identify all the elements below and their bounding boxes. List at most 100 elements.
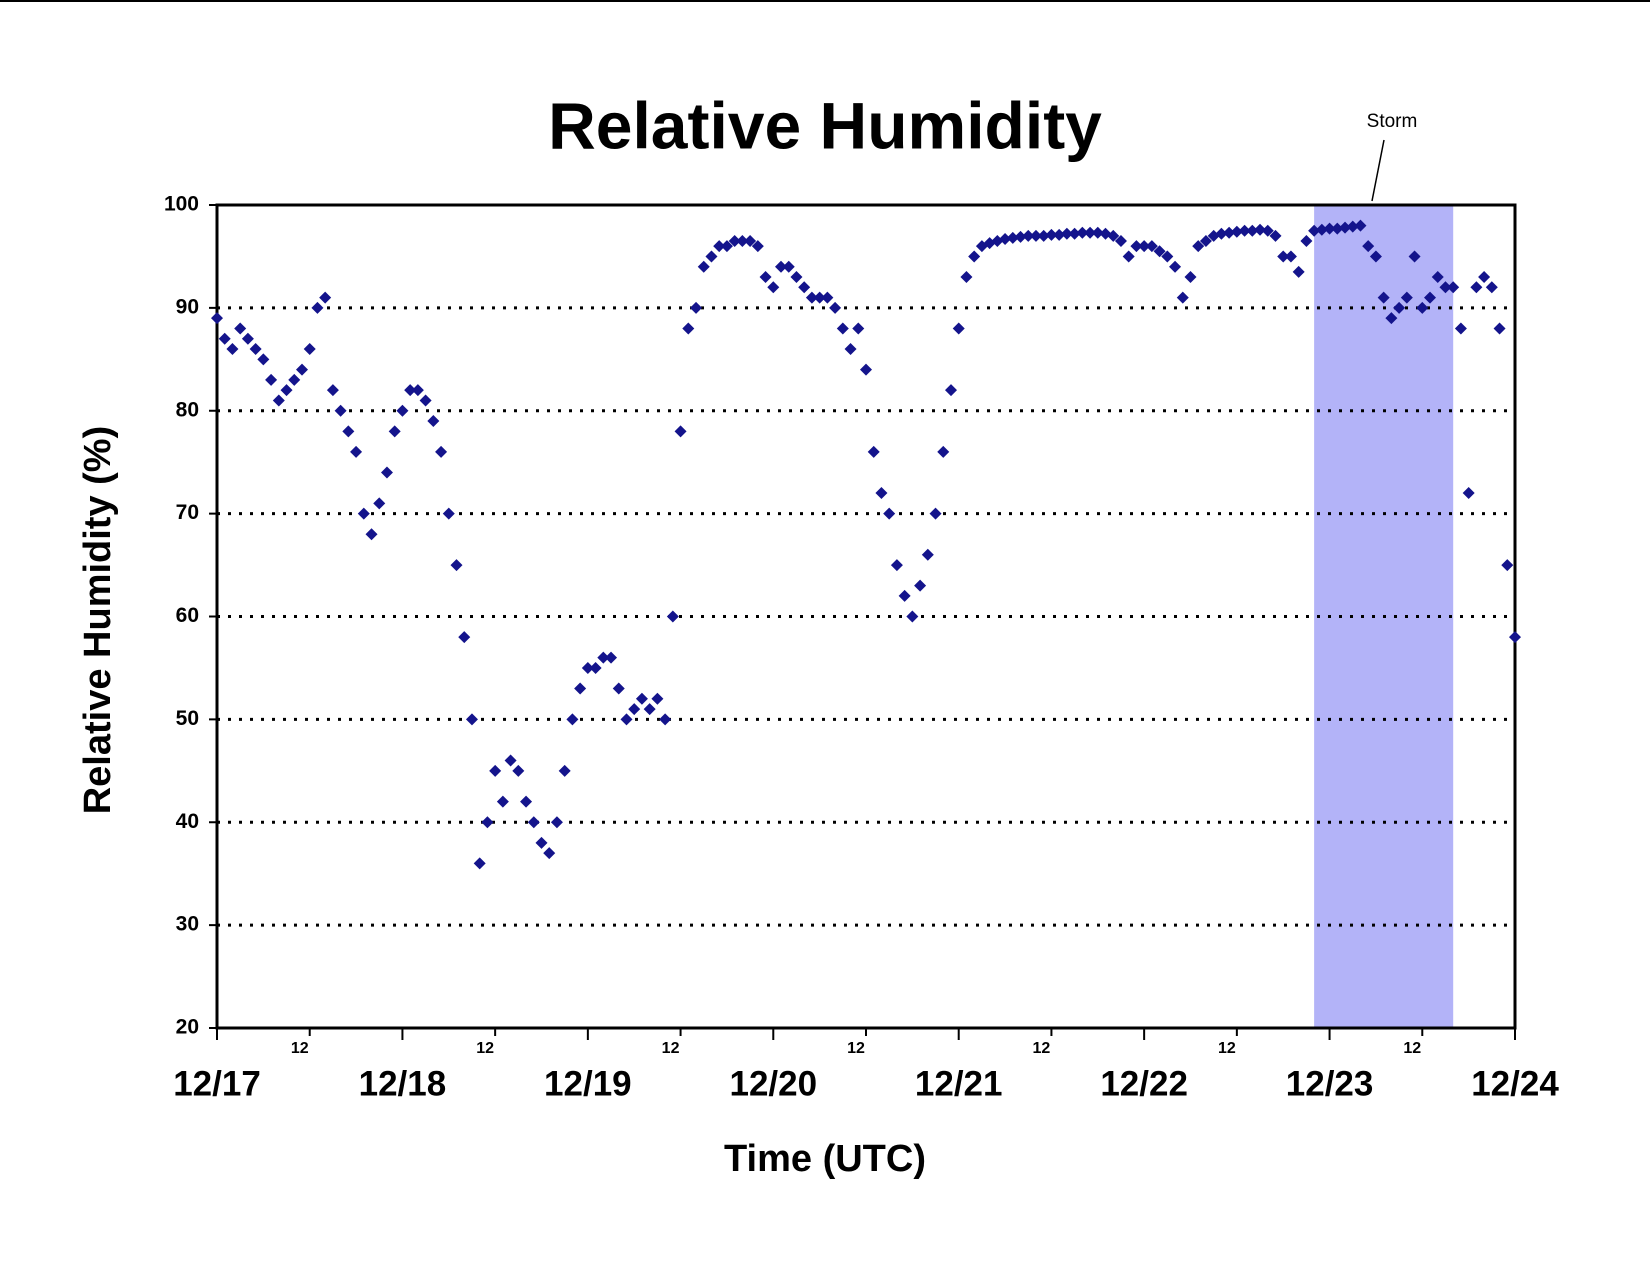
data-point xyxy=(527,816,540,829)
data-point xyxy=(1254,223,1267,236)
x-minor-tick-label: 12 xyxy=(476,1040,494,1057)
data-point xyxy=(890,559,903,572)
data-point xyxy=(852,322,865,335)
data-point xyxy=(520,795,533,808)
data-point xyxy=(496,795,509,808)
data-point xyxy=(373,497,386,510)
data-point xyxy=(1145,240,1158,253)
data-point xyxy=(659,713,672,726)
data-point xyxy=(589,661,602,674)
data-point xyxy=(380,466,393,479)
data-point xyxy=(249,343,262,356)
data-point xyxy=(280,384,293,397)
y-axis-title: Relative Humidity (%) xyxy=(77,426,119,815)
data-point xyxy=(651,692,664,705)
data-point xyxy=(265,373,278,386)
data-point xyxy=(404,384,417,397)
data-point xyxy=(365,528,378,541)
data-point xyxy=(396,404,409,417)
data-point xyxy=(829,301,842,314)
data-point xyxy=(612,682,625,695)
data-point xyxy=(543,847,556,860)
data-point xyxy=(1037,229,1050,242)
data-point xyxy=(1122,250,1135,263)
data-point xyxy=(1153,245,1166,258)
data-point xyxy=(574,682,587,695)
y-tick-label: 60 xyxy=(176,604,199,627)
data-point xyxy=(1339,221,1352,234)
data-point xyxy=(218,332,231,345)
data-point xyxy=(1269,229,1282,242)
data-point xyxy=(1408,250,1421,263)
data-point xyxy=(775,260,788,273)
data-point xyxy=(566,713,579,726)
data-point xyxy=(241,332,254,345)
x-tick-label: 12/21 xyxy=(915,1064,1003,1103)
x-tick-label: 12/19 xyxy=(544,1064,632,1103)
x-tick-label: 12/22 xyxy=(1100,1064,1188,1103)
data-point xyxy=(504,754,517,767)
data-point xyxy=(1161,250,1174,263)
data-point xyxy=(1439,281,1452,294)
data-point xyxy=(1369,250,1382,263)
x-minor-tick-label: 12 xyxy=(662,1040,680,1057)
data-point xyxy=(1114,235,1127,248)
data-point xyxy=(643,703,656,716)
data-point xyxy=(1029,229,1042,242)
data-point xyxy=(1091,226,1104,239)
data-point xyxy=(1315,223,1328,236)
data-point xyxy=(1076,226,1089,239)
data-point xyxy=(1014,230,1027,243)
data-point xyxy=(1346,220,1359,233)
data-point xyxy=(550,816,563,829)
data-point xyxy=(798,281,811,294)
data-point xyxy=(489,764,502,777)
x-tick-label: 12/24 xyxy=(1471,1064,1559,1103)
data-point xyxy=(1169,260,1182,273)
data-point xyxy=(342,425,355,438)
data-point xyxy=(867,445,880,458)
data-point xyxy=(1393,301,1406,314)
x-minor-tick-label: 12 xyxy=(847,1040,865,1057)
data-point xyxy=(458,631,471,644)
data-point xyxy=(1107,229,1120,242)
x-minor-tick-label: 12 xyxy=(1403,1040,1421,1057)
x-minor-tick-label: 12 xyxy=(1033,1040,1051,1057)
data-point xyxy=(288,373,301,386)
data-point xyxy=(1462,487,1475,500)
storm-leader xyxy=(1371,139,1385,202)
data-point xyxy=(914,579,927,592)
data-point xyxy=(597,651,610,664)
data-point xyxy=(836,322,849,335)
data-point xyxy=(1060,227,1073,240)
data-point xyxy=(1238,224,1251,237)
data-point xyxy=(1215,227,1228,240)
data-point xyxy=(1377,291,1390,304)
data-point xyxy=(821,291,834,304)
data-point xyxy=(790,271,803,284)
data-point xyxy=(1447,281,1460,294)
data-point xyxy=(813,291,826,304)
data-point xyxy=(960,271,973,284)
x-tick-label: 12/18 xyxy=(359,1064,447,1103)
data-point xyxy=(620,713,633,726)
data-point xyxy=(1362,240,1375,253)
data-point xyxy=(713,240,726,253)
data-point xyxy=(319,291,332,304)
data-point xyxy=(450,559,463,572)
data-point xyxy=(759,271,772,284)
data-point xyxy=(875,487,888,500)
x-tick-label: 12/20 xyxy=(729,1064,817,1103)
x-minor-tick-label: 12 xyxy=(291,1040,309,1057)
data-point xyxy=(952,322,965,335)
data-point xyxy=(666,610,679,623)
data-point xyxy=(929,507,942,520)
data-point xyxy=(1385,312,1398,325)
x-tick-label: 12/17 xyxy=(173,1064,261,1103)
data-point xyxy=(1277,250,1290,263)
data-point xyxy=(1230,225,1243,238)
data-point xyxy=(1138,240,1151,253)
data-point xyxy=(1300,235,1313,248)
x-tick-label: 12/23 xyxy=(1286,1064,1374,1103)
data-point xyxy=(1416,301,1429,314)
